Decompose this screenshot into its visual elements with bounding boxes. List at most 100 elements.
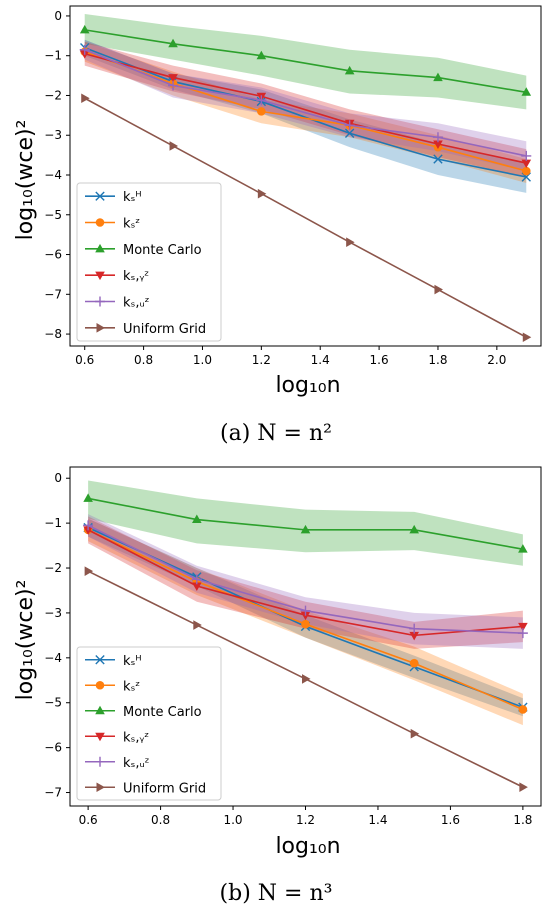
marker [521, 166, 531, 176]
legend-label: Uniform Grid [123, 781, 206, 796]
x-tick-label: 0.6 [79, 813, 98, 827]
marker [518, 705, 528, 714]
y-tick-label: 0 [54, 9, 62, 23]
marker [300, 605, 311, 616]
marker [95, 243, 105, 253]
marker [344, 128, 355, 138]
y-tick-label: −7 [44, 287, 62, 301]
marker [83, 493, 93, 502]
marker [409, 524, 419, 534]
marker [300, 611, 311, 621]
y-tick-label: −4 [44, 168, 62, 182]
y-tick-label: −3 [44, 128, 62, 142]
marker [256, 50, 267, 60]
marker [95, 705, 105, 715]
y-tick-label: −5 [44, 696, 62, 710]
marker [95, 655, 105, 665]
y-tick-label: −6 [44, 741, 62, 755]
legend-box [76, 182, 222, 342]
x-tick-label: 2.0 [487, 353, 506, 367]
x-tick-label: 1.6 [441, 813, 460, 827]
marker [522, 332, 532, 343]
legend-label: kₛᶻ [123, 679, 140, 694]
legend-label: kₛᴴ [123, 654, 142, 669]
confidence-band [84, 13, 527, 110]
marker [409, 623, 420, 634]
x-tick-label: 1.8 [428, 353, 447, 367]
x-tick-label: 1.2 [296, 813, 315, 827]
marker [192, 582, 202, 591]
marker [521, 150, 532, 161]
legend-label: kₛ,ᵧᶻ [123, 269, 149, 284]
marker [95, 732, 105, 742]
marker [193, 620, 202, 630]
marker [95, 191, 105, 201]
marker [433, 72, 443, 82]
marker [95, 271, 105, 281]
y-tick-label: −1 [44, 49, 62, 63]
marker [521, 87, 532, 96]
series-line [84, 52, 527, 164]
series-line [84, 29, 527, 94]
y-tick-label: −3 [44, 606, 62, 620]
marker [300, 524, 311, 534]
legend-label: Monte Carlo [123, 705, 202, 720]
legend-label: kₛᴴ [123, 190, 142, 205]
marker [302, 674, 311, 684]
marker [95, 756, 105, 767]
marker [95, 218, 105, 227]
series-line [84, 47, 527, 178]
x-tick-label: 0.6 [75, 353, 94, 367]
confidence-band [88, 480, 523, 566]
marker [519, 782, 528, 792]
marker [95, 680, 105, 690]
y-tick-label: −2 [44, 561, 62, 575]
x-axis-title: log₁₀n [275, 373, 340, 398]
series-line [84, 49, 527, 157]
plot-area [79, 13, 532, 343]
marker [433, 140, 443, 149]
y-tick-label: −5 [44, 208, 62, 222]
marker [409, 658, 419, 668]
marker [409, 631, 419, 641]
confidence-band [88, 514, 523, 649]
y-tick-label: −8 [44, 327, 62, 341]
marker [79, 44, 90, 55]
marker [79, 24, 90, 34]
caption: (b) N = n³ [220, 881, 333, 906]
marker [433, 154, 443, 164]
y-tick-label: 0 [54, 471, 62, 485]
x-tick-label: 1.4 [368, 813, 387, 827]
marker [191, 574, 202, 585]
caption: (a) N = n² [220, 421, 332, 446]
y-tick-label: −7 [44, 786, 62, 800]
marker [257, 188, 267, 199]
y-tick-label: −4 [44, 651, 62, 665]
legend-label: kₛᶻ [123, 217, 140, 232]
legend-label: Monte Carlo [123, 243, 202, 258]
x-tick-label: 1.8 [513, 813, 532, 827]
marker [168, 74, 178, 83]
marker [83, 526, 93, 535]
marker [257, 107, 266, 116]
marker [168, 38, 178, 48]
marker [96, 323, 105, 333]
marker [84, 566, 94, 576]
marker [521, 159, 532, 169]
y-tick-label: −6 [44, 248, 62, 262]
marker [192, 514, 202, 524]
legend: kₛᴴ kₛᶻ Monte Carlo kₛ,ᵧᶻ kₛ,ᵤᶻ Uniform Grid [76, 182, 222, 342]
x-tick-label: 1.0 [193, 353, 212, 367]
y-tick-label: −2 [44, 88, 62, 102]
legend: kₛᴴ kₛᶻ Monte Carlo kₛ,ᵧᶻ kₛ,ᵤᶻ Uniform Grid [76, 646, 222, 801]
marker [518, 622, 528, 632]
marker [346, 237, 355, 248]
marker [168, 80, 179, 91]
y-axis-title: log₁₀(wce)² [13, 120, 38, 241]
marker [169, 141, 179, 151]
chart-panel-a: log₁₀(wce)² log₁₀n (a) N = n² 0.6 0.8 1.0 1… [13, 5, 542, 446]
marker [344, 65, 355, 75]
marker [95, 296, 105, 307]
marker [434, 284, 443, 295]
